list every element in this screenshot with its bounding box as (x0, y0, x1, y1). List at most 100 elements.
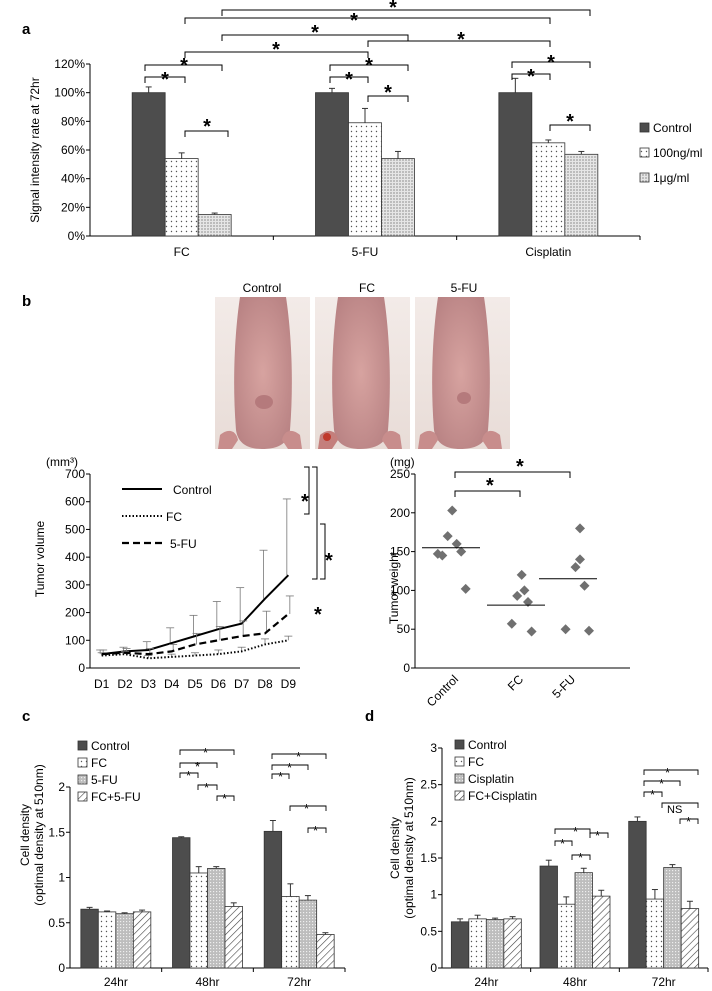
y-tick-label: 0% (68, 229, 86, 243)
photo-label: 5-FU (451, 281, 478, 295)
legend-label: Control (91, 739, 130, 753)
mouse-photo-control (215, 297, 310, 449)
scatter-point (570, 562, 581, 573)
x-tick-label: 5-FU (352, 245, 379, 259)
chart-tumor-weight: (mg) Tumor weight 0 50 100 150 200 250 Control… (387, 455, 630, 709)
sig-bracket (144, 76, 186, 83)
scatter-point (516, 569, 527, 580)
x-tick-label: D5 (187, 677, 203, 691)
scatter-point (447, 505, 458, 516)
sig-bracket (221, 9, 591, 16)
y-tick-label: 40% (61, 172, 85, 186)
bar (503, 918, 522, 969)
weight-stars: * * (486, 456, 524, 497)
chart-c-bar: Cell density (optimal density at 510nm) … (18, 739, 346, 989)
chart-d-ylabel2: (optimal density at 510nm) (402, 777, 416, 918)
sig-bracket (454, 490, 521, 497)
scatter-point (437, 550, 448, 561)
y-tick-label: 0.5 (48, 916, 65, 930)
x-tick-label: D7 (234, 677, 250, 691)
sig-star: * (578, 850, 583, 865)
sig-star: * (457, 29, 465, 51)
legend-label: Control (173, 483, 212, 497)
x-tick-label: Cisplatin (525, 245, 571, 259)
x-tick-label: D1 (94, 677, 110, 691)
bar (450, 921, 470, 969)
sig-star: * (204, 780, 209, 795)
sig-bracket (304, 466, 310, 515)
sig-bracket (320, 523, 326, 580)
y-tick-label: 3 (430, 741, 437, 755)
x-tick-label: D4 (164, 677, 180, 691)
bar (197, 214, 232, 237)
sig-bracket (184, 17, 551, 24)
legend-swatch (77, 791, 88, 802)
scatter-point (579, 580, 590, 591)
scatter-point (523, 597, 533, 608)
sig-bracket (184, 130, 229, 137)
x-tick-label: D6 (211, 677, 227, 691)
sig-bracket (312, 466, 318, 580)
bar (680, 908, 700, 969)
sig-star: * (665, 765, 670, 780)
bar (539, 865, 558, 969)
sig-star: * (573, 824, 578, 839)
bar (381, 158, 415, 237)
legend-swatch (454, 756, 465, 767)
sig-bracket (643, 780, 681, 786)
sig-bracket (271, 773, 290, 779)
sig-bracket (329, 76, 369, 83)
sig-star: * (659, 776, 664, 791)
legend-swatch (454, 773, 465, 784)
sig-star: * (350, 10, 358, 32)
sig-bracket (179, 762, 218, 768)
chart-d-ylabel: Cell density (388, 817, 402, 879)
chart-c-ylabel: Cell density (18, 804, 32, 866)
y-tick-label: 150 (390, 545, 410, 559)
scatter-point (519, 585, 530, 596)
bar (574, 872, 593, 969)
sig-star: * (365, 55, 373, 77)
sig-bracket (549, 124, 591, 131)
x-tick-label: D9 (281, 677, 297, 691)
sig-star: * (304, 801, 309, 816)
x-tick-label: D3 (141, 677, 157, 691)
scatter-point (506, 618, 517, 629)
sig-bracket (367, 95, 409, 102)
legend-swatch (77, 740, 88, 751)
volume-ylabel: Tumor volume (33, 521, 47, 598)
sig-bracket (221, 34, 409, 41)
y-tick-label: 400 (65, 550, 85, 564)
photo-label: Control (243, 281, 282, 295)
x-tick-label: 48hr (195, 975, 219, 989)
sig-bracket (511, 61, 591, 68)
y-tick-label: 500 (65, 522, 85, 536)
y-tick-label: 100% (54, 86, 85, 100)
sig-star: * (516, 456, 524, 478)
y-tick-label: 1.5 (420, 851, 437, 865)
scatter-point (575, 554, 585, 565)
sig-bracket (271, 764, 309, 770)
legend-swatch (77, 757, 88, 768)
y-tick-label: 2.5 (420, 778, 437, 792)
sig-ns: NS (667, 804, 682, 816)
bar (115, 913, 134, 969)
sig-star: * (195, 759, 200, 774)
scatter-point (512, 590, 523, 601)
sig-star: * (301, 491, 309, 513)
sig-star: * (325, 550, 333, 572)
sig-star: * (384, 82, 392, 104)
sig-bracket (329, 64, 409, 71)
sig-star: * (186, 768, 191, 783)
sig-bracket (554, 840, 573, 846)
y-tick-label: 50 (397, 622, 411, 636)
legend-label: 5-FU (170, 537, 197, 551)
y-tick-label: 20% (61, 200, 85, 214)
scatter-point (560, 624, 571, 635)
chart-a-ylabel: Signal intensity rate at 72hr (28, 77, 42, 222)
legend-label: FC (166, 510, 182, 524)
y-tick-label: 2 (58, 780, 65, 794)
legend-label: FC (91, 756, 107, 770)
panel-label-d: d (365, 708, 374, 725)
sig-star: * (296, 749, 301, 764)
